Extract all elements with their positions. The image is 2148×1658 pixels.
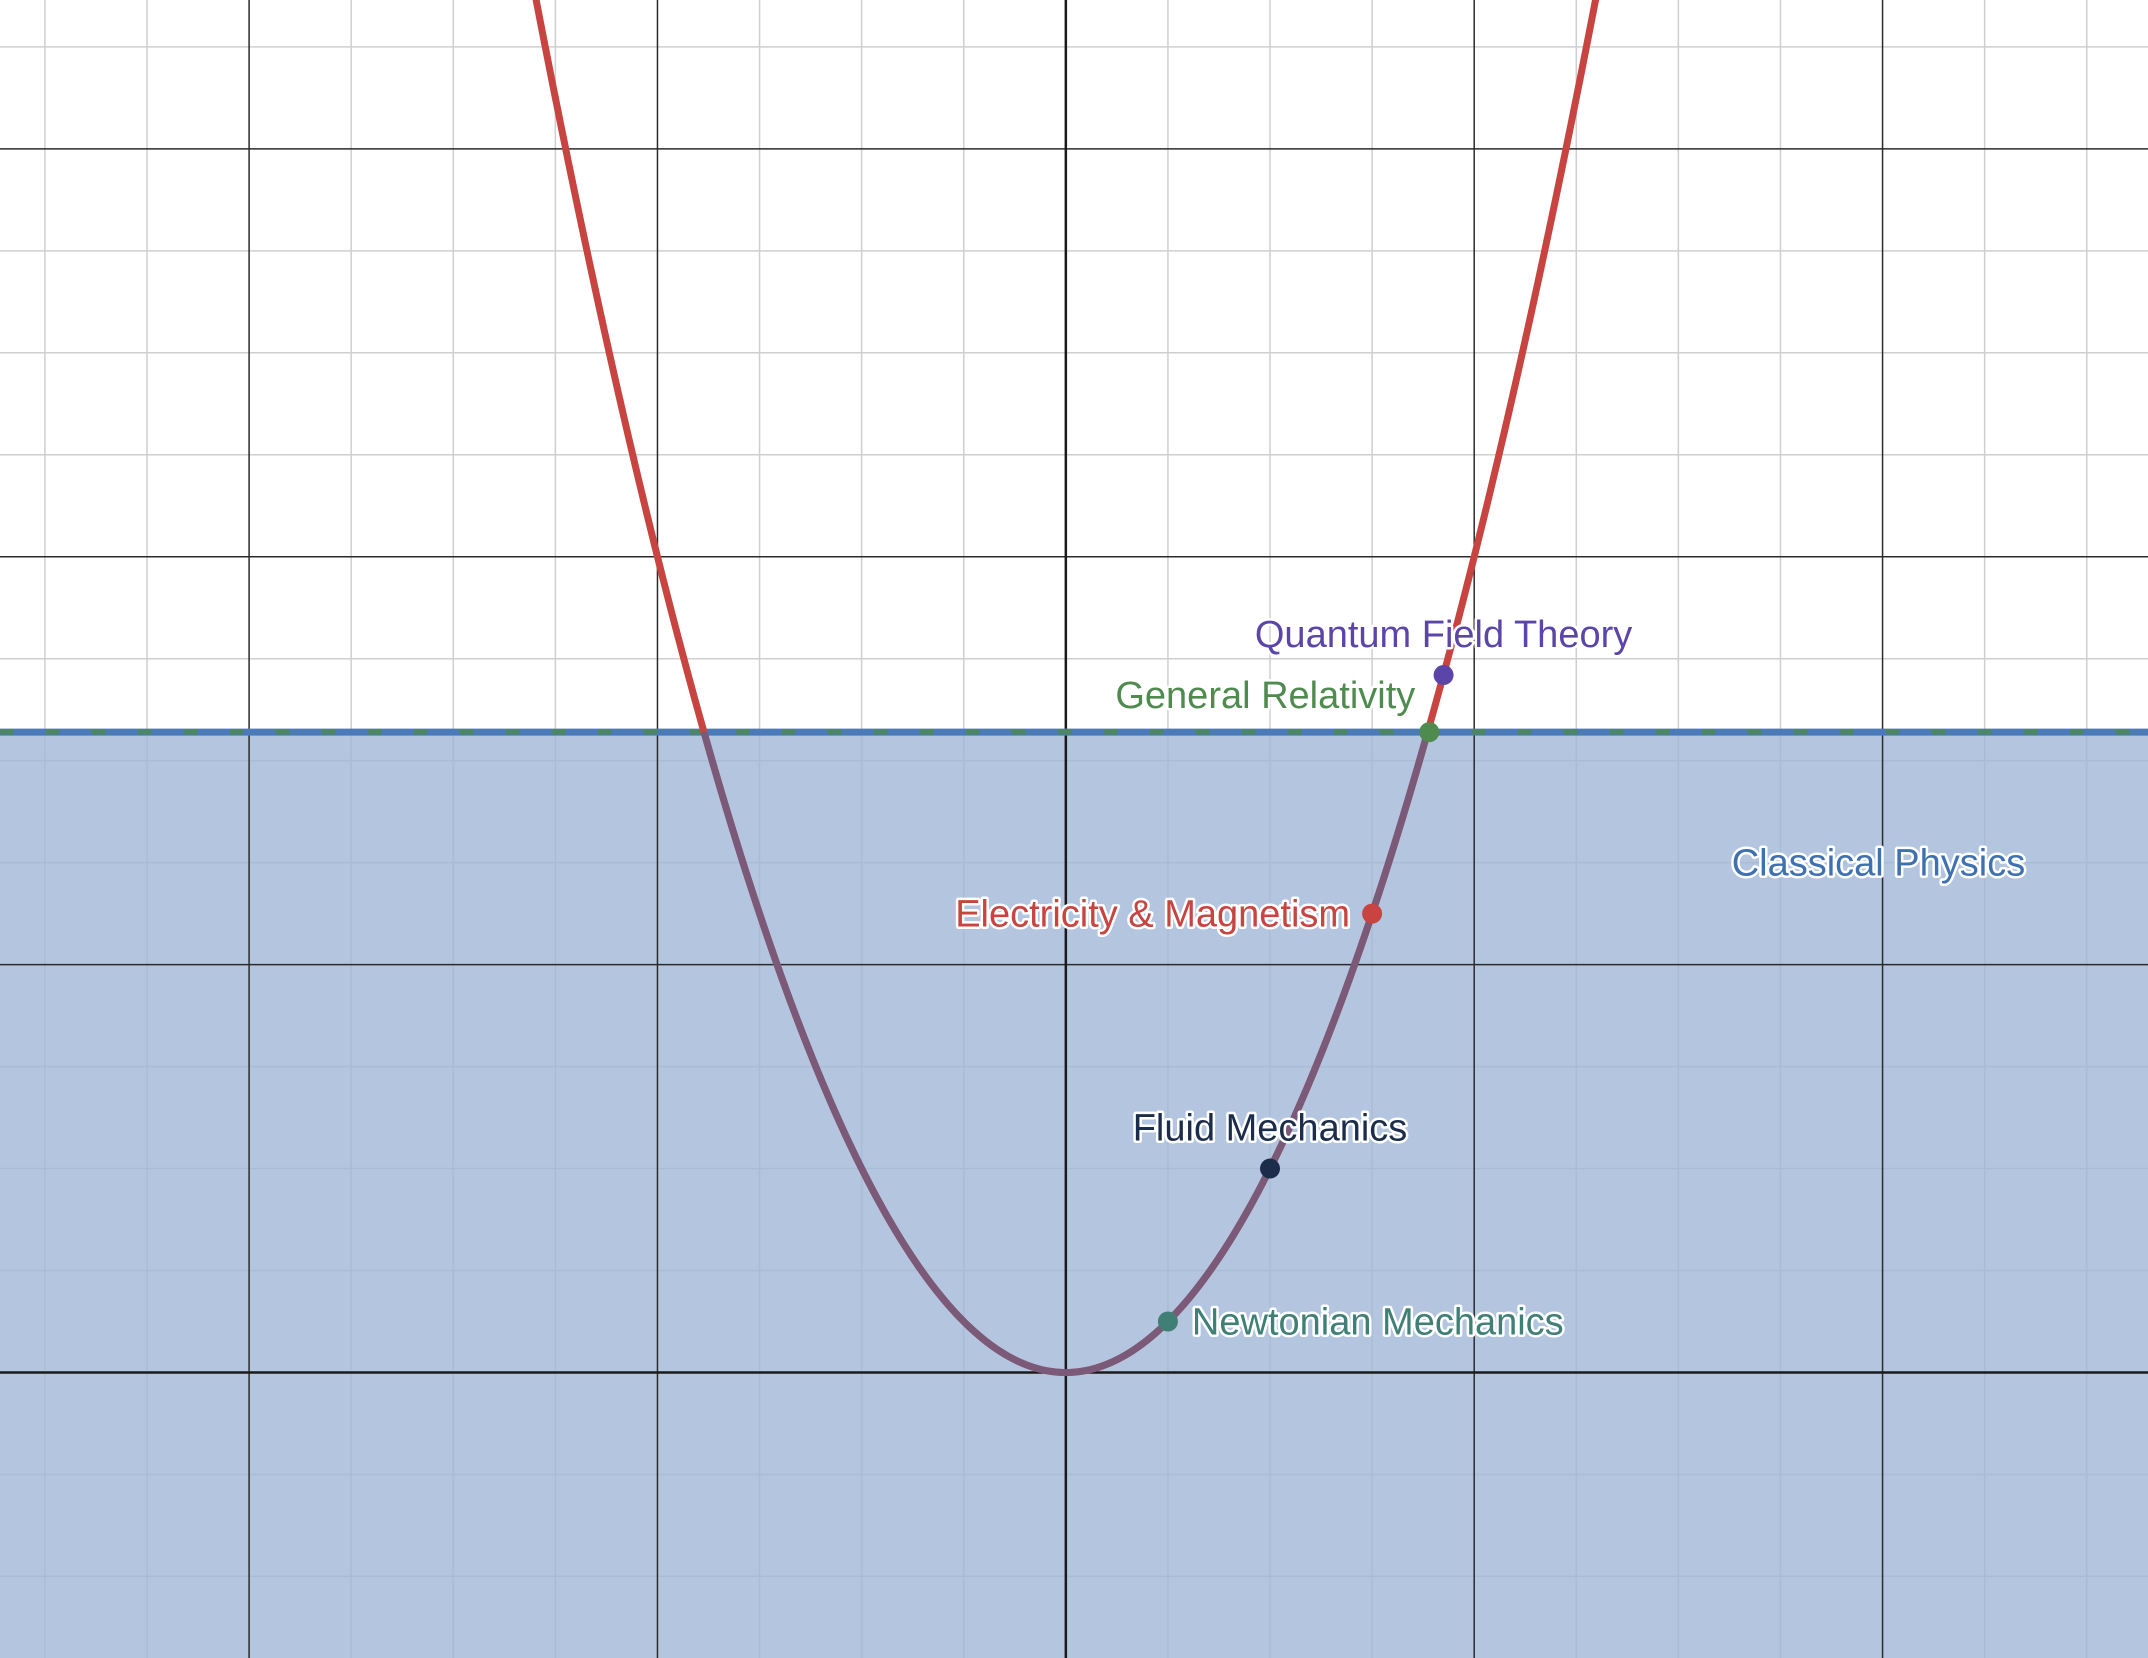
point-marker[interactable]	[1157, 1311, 1178, 1332]
point-marker[interactable]	[1260, 1158, 1281, 1179]
classical-physics-region	[0, 732, 2148, 1658]
point-marker[interactable]	[1362, 903, 1383, 924]
point-label: General Relativity	[1115, 675, 1415, 717]
point-label: Quantum Field Theory	[1255, 614, 1632, 656]
point-label: Newtonian Mechanics	[1192, 1302, 1564, 1344]
point-marker[interactable]	[1419, 722, 1440, 743]
point-label: Electricity & Magnetism	[955, 894, 1350, 936]
points-layer: Quantum Field Theory General Relativity El…	[953, 612, 1635, 1346]
classical-physics-label: Classical Physics	[1732, 843, 2026, 885]
point-marker[interactable]	[1433, 665, 1454, 686]
point-label: Fluid Mechanics	[1133, 1108, 1408, 1150]
parabola-curve-in-region	[700, 731, 1432, 1376]
